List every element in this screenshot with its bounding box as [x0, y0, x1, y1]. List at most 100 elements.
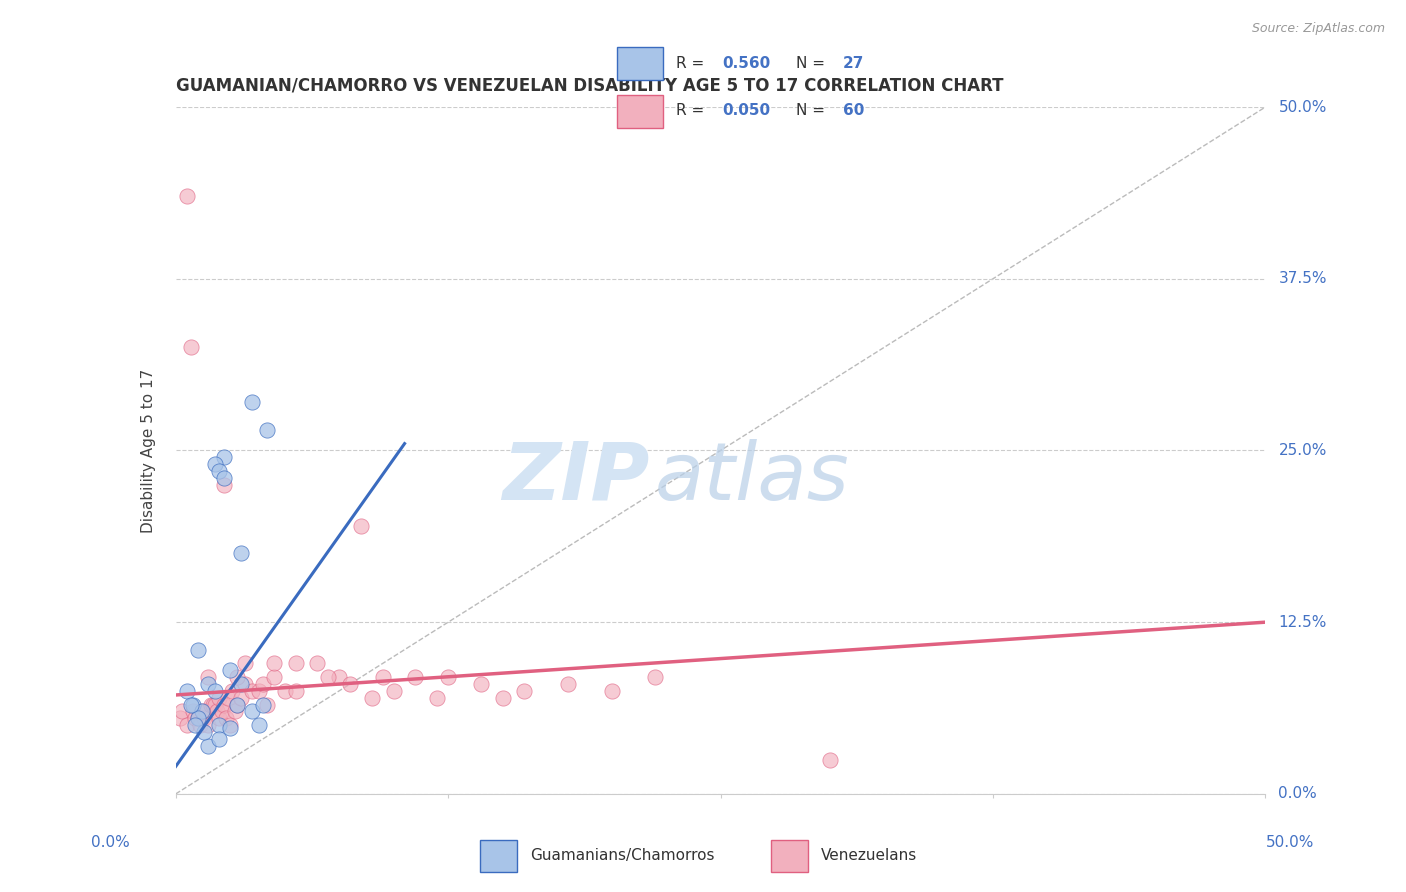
Point	[263, 657, 285, 671]
Point	[350, 519, 373, 533]
Point	[247, 683, 270, 698]
Point	[405, 670, 427, 684]
Point	[371, 670, 394, 684]
Point	[235, 657, 257, 671]
Point	[181, 705, 204, 719]
Point	[240, 395, 263, 409]
Point	[201, 698, 224, 712]
Point	[197, 718, 219, 732]
Point	[208, 464, 231, 478]
Point	[240, 705, 263, 719]
Point	[231, 546, 253, 561]
Point	[180, 340, 202, 354]
Point	[204, 698, 226, 712]
Point	[176, 683, 198, 698]
Point	[274, 683, 297, 698]
Text: 0.050: 0.050	[723, 103, 770, 118]
Text: 50.0%: 50.0%	[1267, 836, 1315, 850]
Point	[219, 721, 242, 735]
Point	[208, 711, 231, 725]
Point	[184, 718, 207, 732]
Point	[208, 718, 231, 732]
Text: 0.0%: 0.0%	[1278, 787, 1317, 801]
Point	[211, 705, 233, 719]
Point	[221, 683, 243, 698]
Point	[644, 670, 666, 684]
Point	[225, 698, 247, 712]
Point	[197, 670, 219, 684]
Point	[205, 705, 228, 719]
Point	[231, 690, 253, 705]
Point	[180, 698, 202, 712]
Point	[318, 670, 340, 684]
Point	[231, 677, 253, 691]
Point	[195, 705, 218, 719]
Text: Venezuelans: Venezuelans	[821, 848, 917, 863]
Point	[176, 189, 198, 203]
Point	[212, 478, 235, 492]
Text: 0.560: 0.560	[723, 56, 770, 70]
Point	[470, 677, 492, 691]
Point	[204, 457, 226, 471]
Bar	[617, 47, 664, 79]
Point	[197, 739, 219, 753]
Bar	[770, 840, 808, 872]
Text: GUAMANIAN/CHAMORRO VS VENEZUELAN DISABILITY AGE 5 TO 17 CORRELATION CHART: GUAMANIAN/CHAMORRO VS VENEZUELAN DISABIL…	[176, 77, 1004, 95]
Bar	[481, 840, 517, 872]
Point	[513, 683, 536, 698]
Point	[225, 670, 247, 684]
Point	[240, 683, 263, 698]
Point	[193, 725, 215, 739]
Point	[235, 677, 257, 691]
Point	[172, 705, 194, 719]
Point	[176, 718, 198, 732]
Point	[212, 450, 235, 465]
Point	[225, 698, 247, 712]
Point	[492, 690, 515, 705]
Point	[184, 711, 207, 725]
Point	[191, 705, 214, 719]
Point	[169, 711, 191, 725]
Text: 60: 60	[842, 103, 865, 118]
Text: Guamanians/Chamorros: Guamanians/Chamorros	[530, 848, 714, 863]
Point	[208, 731, 231, 746]
Text: 50.0%: 50.0%	[1278, 100, 1327, 114]
Point	[284, 657, 307, 671]
Point	[186, 711, 209, 725]
Point	[208, 690, 231, 705]
Point	[339, 677, 361, 691]
Point	[191, 705, 214, 719]
Point	[361, 690, 384, 705]
Text: N =: N =	[796, 56, 830, 70]
Point	[256, 423, 278, 437]
Point	[219, 718, 242, 732]
Point	[247, 718, 270, 732]
Point	[219, 663, 242, 677]
Text: ZIP: ZIP	[502, 439, 650, 517]
Text: 27: 27	[842, 56, 865, 70]
Point	[215, 711, 238, 725]
Y-axis label: Disability Age 5 to 17: Disability Age 5 to 17	[141, 368, 156, 533]
Point	[186, 711, 209, 725]
Text: atlas: atlas	[655, 439, 851, 517]
Point	[263, 670, 285, 684]
Point	[204, 683, 226, 698]
Point	[186, 642, 209, 657]
Point	[200, 698, 222, 712]
Point	[256, 698, 278, 712]
Text: 0.0%: 0.0%	[91, 836, 131, 850]
Point	[212, 471, 235, 485]
Text: R =: R =	[676, 103, 709, 118]
Text: N =: N =	[796, 103, 830, 118]
Text: 12.5%: 12.5%	[1278, 615, 1327, 630]
Point	[437, 670, 460, 684]
Text: R =: R =	[676, 56, 709, 70]
Point	[252, 677, 274, 691]
Point	[382, 683, 405, 698]
Point	[181, 698, 204, 712]
Text: 25.0%: 25.0%	[1278, 443, 1327, 458]
Text: Source: ZipAtlas.com: Source: ZipAtlas.com	[1251, 22, 1385, 36]
Point	[217, 690, 239, 705]
Point	[188, 718, 211, 732]
Point	[193, 711, 215, 725]
